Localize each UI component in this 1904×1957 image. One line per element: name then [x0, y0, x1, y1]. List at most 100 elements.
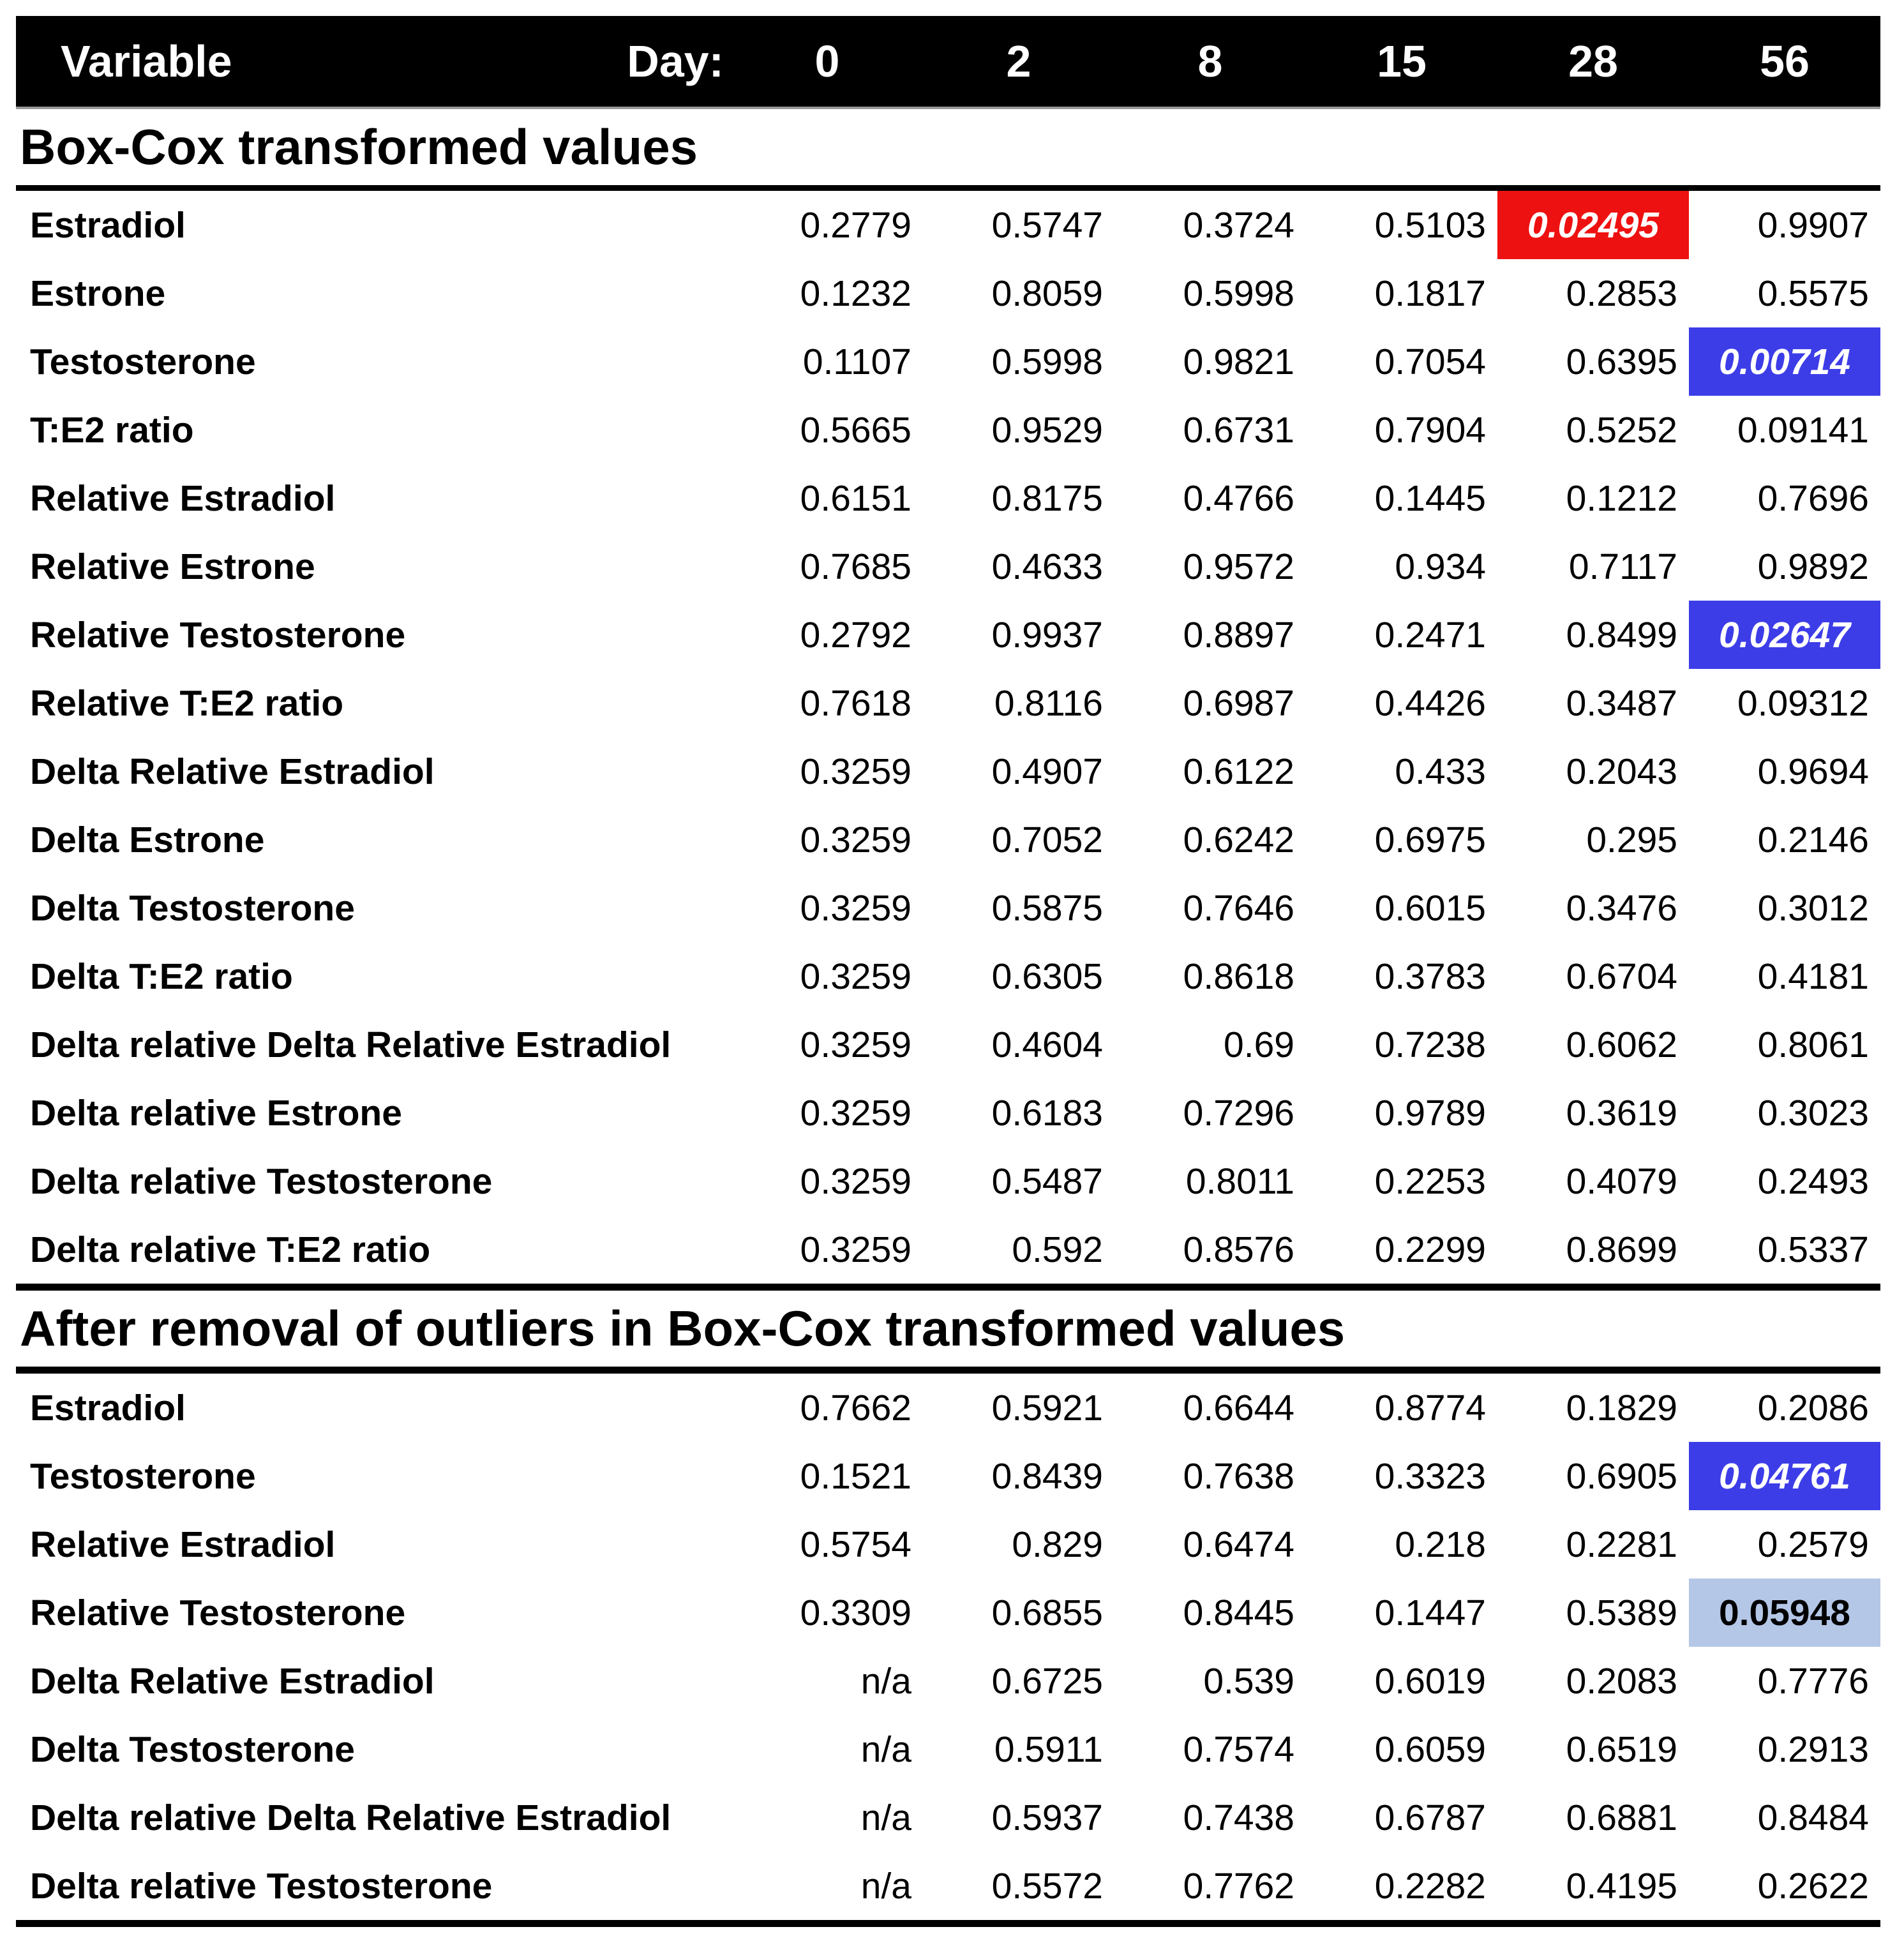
value-cell: 0.6731 [1183, 409, 1294, 451]
value-cell: 0.3619 [1566, 1092, 1677, 1134]
value-cell: 0.7296 [1183, 1092, 1294, 1134]
value-cell: 0.3309 [800, 1592, 911, 1633]
value-cell: 0.2493 [1757, 1160, 1869, 1202]
table-row: Relative Estrone 0.7685 0.4633 0.9572 0.934 0… [16, 532, 1880, 601]
row-label: Delta relative Delta Relative Estradiol [30, 1797, 671, 1838]
row-label: Estradiol [30, 204, 186, 246]
value-cell: 0.4426 [1374, 682, 1486, 724]
value-cell: 0.6122 [1183, 751, 1294, 792]
table-row: Delta Testosterone 0.3259 0.5875 0.7646 0.60… [16, 874, 1880, 942]
value-cell: 0.2146 [1757, 819, 1869, 860]
value-cell: 0.4079 [1566, 1160, 1677, 1202]
value-cell: 0.5875 [991, 887, 1103, 929]
value-cell: 0.6787 [1374, 1797, 1486, 1838]
row-label: Relative Testosterone [30, 614, 406, 656]
value-cell: 0.3259 [800, 1229, 911, 1270]
value-cell: 0.8059 [991, 273, 1103, 314]
row-label: Delta relative T:E2 ratio [30, 1229, 431, 1270]
value-cell: 0.592 [1012, 1229, 1103, 1270]
value-cell: 0.5921 [991, 1387, 1103, 1428]
row-label: Relative Estrone [30, 546, 315, 587]
row-label: Relative Testosterone [30, 1592, 406, 1633]
value-cell: 0.9572 [1183, 546, 1294, 587]
highlighted-value-cell: 0.05948 [1689, 1578, 1880, 1647]
table-row: Delta relative Estrone 0.3259 0.6183 0.7296… [16, 1079, 1880, 1147]
value-cell: 0.09312 [1737, 682, 1869, 724]
value-cell: 0.2281 [1566, 1524, 1677, 1565]
value-cell: 0.2779 [800, 204, 911, 246]
value-cell: 0.6905 [1566, 1455, 1677, 1497]
value-cell: 0.9821 [1183, 341, 1294, 382]
value-cell: 0.3259 [800, 1092, 911, 1134]
value-cell: 0.5754 [800, 1524, 911, 1565]
value-cell: 0.1107 [802, 341, 911, 382]
value-cell: 0.9937 [991, 614, 1103, 656]
divider-line [16, 1367, 1880, 1374]
value-cell: 0.1829 [1566, 1387, 1677, 1428]
value-cell: 0.2913 [1757, 1728, 1869, 1770]
value-cell: 0.6725 [991, 1660, 1103, 1702]
value-cell: 0.5665 [800, 409, 911, 451]
value-cell: 0.1232 [800, 273, 911, 314]
value-cell: 0.1521 [800, 1455, 911, 1497]
value-cell: 0.4766 [1183, 477, 1294, 519]
value-cell: 0.4633 [991, 546, 1103, 587]
value-cell: 0.1212 [1566, 477, 1677, 519]
day-column-header: 0 [814, 36, 840, 86]
value-cell: 0.7696 [1757, 477, 1869, 519]
header-variable-cell: Variable Day: [16, 36, 731, 87]
value-cell: 0.2299 [1374, 1229, 1486, 1270]
table-row: Estradiol 0.7662 0.5921 0.6644 0.8774 0.1829 0… [16, 1374, 1880, 1442]
value-cell: 0.8116 [994, 682, 1103, 724]
value-cell: 0.6019 [1374, 1660, 1486, 1702]
table-row: Delta Testosterone n/a 0.5911 0.7574 0.6059 0… [16, 1715, 1880, 1783]
value-cell: 0.2253 [1374, 1160, 1486, 1202]
value-cell: 0.8499 [1566, 614, 1677, 656]
value-cell: n/a [860, 1865, 911, 1907]
value-cell: 0.1447 [1374, 1592, 1486, 1633]
value-cell: 0.5575 [1757, 273, 1869, 314]
value-cell: 0.4907 [991, 751, 1103, 792]
value-cell: 0.3259 [800, 887, 911, 929]
value-cell: 0.7762 [1183, 1865, 1294, 1907]
value-cell: n/a [860, 1728, 911, 1770]
table-row: Estradiol 0.2779 0.5747 0.3724 0.5103 0.02495… [16, 191, 1880, 259]
value-cell: 0.6474 [1183, 1524, 1294, 1565]
value-cell: 0.6987 [1183, 682, 1294, 724]
row-label: Testosterone [30, 1455, 256, 1497]
section-body: Estradiol 0.2779 0.5747 0.3724 0.5103 0.02495… [16, 191, 1880, 1284]
value-cell: 0.7904 [1374, 409, 1486, 451]
row-label: Delta Estrone [30, 819, 265, 860]
value-cell: 0.8576 [1183, 1229, 1294, 1270]
value-cell: 0.5389 [1566, 1592, 1677, 1633]
value-cell: 0.6015 [1374, 887, 1486, 929]
value-cell: 0.7238 [1374, 1024, 1486, 1065]
value-cell: 0.5572 [991, 1865, 1103, 1907]
row-label: Delta Relative Estradiol [30, 1660, 435, 1702]
row-label: Delta relative Testosterone [30, 1865, 493, 1907]
variable-column-header: Variable [61, 36, 232, 86]
value-cell: 0.7438 [1183, 1797, 1294, 1838]
value-cell: 0.6395 [1566, 341, 1677, 382]
table-row: Relative Estradiol 0.6151 0.8175 0.4766 0.14… [16, 464, 1880, 532]
row-label: Delta Testosterone [30, 887, 355, 929]
value-cell: 0.6975 [1374, 819, 1486, 860]
value-cell: 0.3259 [800, 751, 911, 792]
section-title: Box-Cox transformed values [20, 119, 698, 175]
value-cell: 0.8897 [1183, 614, 1294, 656]
day-column-header: 15 [1377, 36, 1427, 86]
value-cell: 0.7685 [800, 546, 911, 587]
value-cell: 0.3724 [1183, 204, 1294, 246]
table-row: Testosterone 0.1107 0.5998 0.9821 0.7054 0.63… [16, 327, 1880, 396]
row-label: Delta relative Estrone [30, 1092, 402, 1134]
table-row: Delta Relative Estradiol 0.3259 0.4907 0.61… [16, 737, 1880, 806]
highlighted-value-cell: 0.04761 [1689, 1442, 1880, 1510]
row-label: Estrone [30, 273, 166, 314]
table-row: Relative Testosterone 0.3309 0.6855 0.8445 0… [16, 1578, 1880, 1647]
section-body: Estradiol 0.7662 0.5921 0.6644 0.8774 0.1829 0… [16, 1374, 1880, 1920]
value-cell: 0.69 [1224, 1024, 1294, 1065]
value-cell: 0.433 [1395, 751, 1486, 792]
value-cell: 0.3023 [1757, 1092, 1869, 1134]
table-row: Delta relative T:E2 ratio 0.3259 0.592 0.85… [16, 1215, 1880, 1284]
